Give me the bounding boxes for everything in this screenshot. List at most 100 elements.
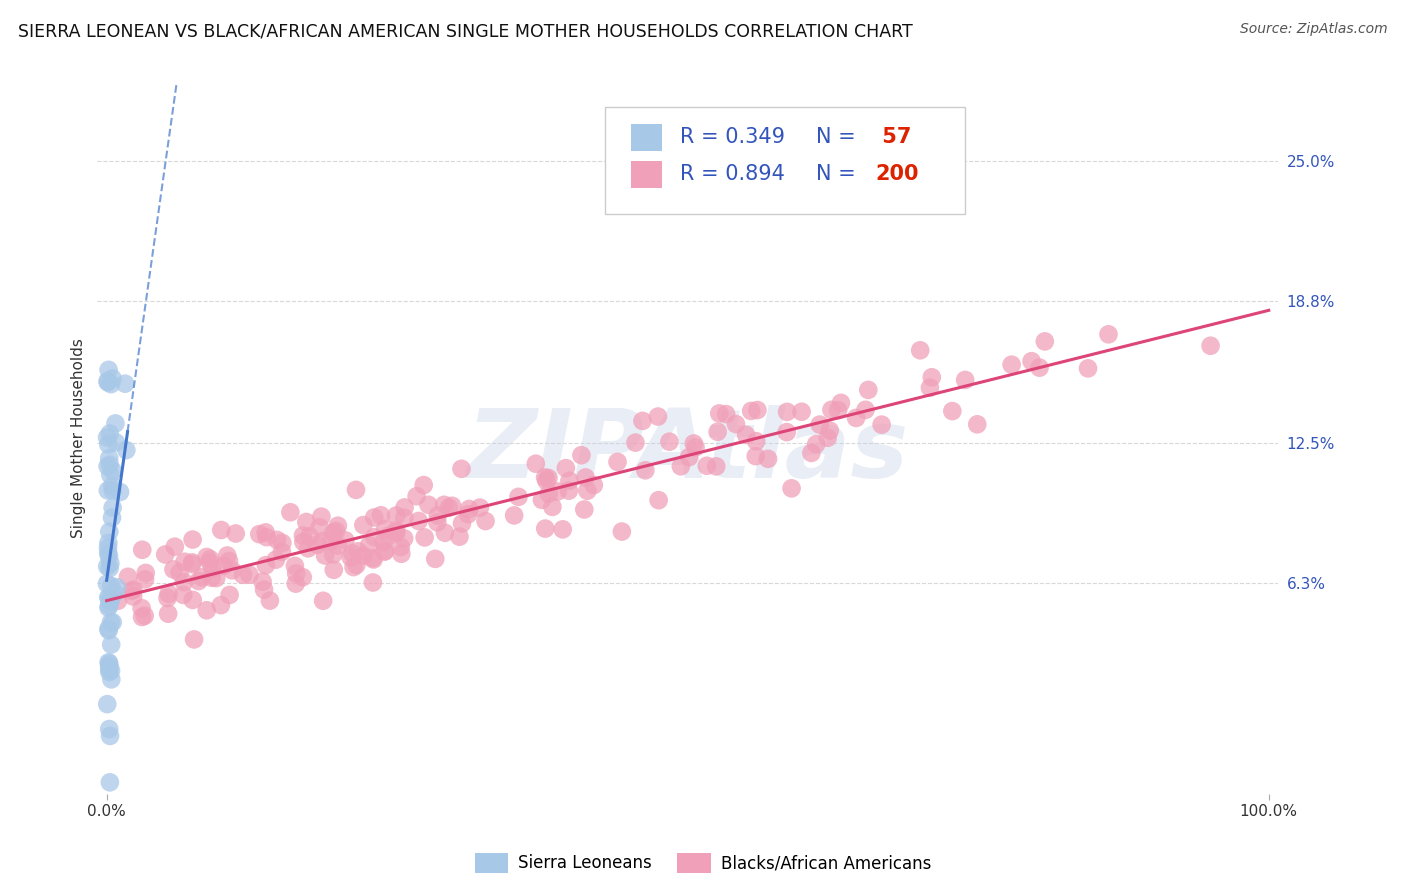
Point	[870, 417, 893, 432]
Point	[342, 560, 364, 574]
Point	[830, 396, 852, 410]
Point	[100, 579, 122, 593]
Point	[776, 405, 799, 419]
Point	[195, 603, 218, 617]
Point	[745, 434, 768, 449]
Point	[1001, 358, 1024, 372]
Point	[97, 376, 120, 390]
Point	[551, 522, 574, 536]
Point	[100, 377, 122, 392]
Point	[105, 435, 128, 450]
Point	[818, 424, 841, 438]
Point	[413, 530, 436, 544]
Point	[953, 373, 976, 387]
Point	[238, 567, 260, 582]
Point	[385, 525, 408, 540]
Point	[183, 632, 205, 647]
Point	[536, 474, 558, 488]
Point	[780, 481, 803, 495]
Point	[98, 549, 121, 564]
Point	[181, 533, 204, 547]
Point	[98, 467, 121, 482]
Point	[101, 500, 124, 515]
Point	[98, 657, 121, 671]
Point	[97, 546, 120, 560]
Point	[426, 516, 449, 530]
Point	[252, 574, 274, 589]
Point	[363, 510, 385, 524]
Point	[357, 539, 380, 553]
Point	[297, 541, 319, 556]
Point	[361, 551, 384, 566]
Point	[808, 417, 831, 432]
Point	[412, 478, 434, 492]
Point	[394, 500, 416, 515]
Point	[191, 570, 214, 584]
Point	[100, 673, 122, 687]
Point	[232, 567, 254, 582]
Point	[157, 607, 180, 621]
Point	[97, 622, 120, 636]
Point	[554, 461, 576, 475]
Point	[322, 563, 344, 577]
Point	[98, 659, 121, 673]
Point	[218, 588, 240, 602]
Point	[114, 376, 136, 391]
Point	[101, 479, 124, 493]
Point	[669, 459, 692, 474]
Point	[253, 582, 276, 597]
Point	[97, 591, 120, 605]
Point	[291, 570, 314, 584]
Point	[209, 598, 232, 612]
Point	[97, 363, 120, 377]
Point	[537, 471, 560, 485]
Point	[221, 563, 243, 577]
Point	[370, 508, 392, 523]
Point	[97, 437, 120, 451]
Point	[201, 561, 224, 575]
Point	[134, 573, 156, 587]
Point	[1028, 360, 1050, 375]
Point	[426, 508, 449, 523]
Point	[100, 556, 122, 570]
Point	[647, 493, 669, 508]
Legend: Sierra Leoneans, Blacks/African Americans: Sierra Leoneans, Blacks/African American…	[468, 847, 938, 880]
Point	[458, 502, 481, 516]
Point	[131, 610, 153, 624]
Point	[97, 541, 120, 555]
Point	[163, 540, 186, 554]
Point	[450, 462, 472, 476]
Point	[97, 600, 120, 615]
Point	[724, 417, 747, 431]
Point	[806, 437, 828, 451]
Point	[98, 426, 121, 441]
Point	[524, 457, 547, 471]
Point	[326, 518, 349, 533]
Point	[541, 500, 564, 514]
Point	[678, 450, 700, 464]
Point	[264, 552, 287, 566]
Point	[571, 448, 593, 462]
Point	[96, 576, 118, 591]
Point	[187, 574, 209, 588]
Point	[508, 490, 530, 504]
Point	[385, 524, 408, 538]
Point	[314, 549, 336, 563]
Point	[756, 451, 779, 466]
Point	[374, 522, 396, 536]
Point	[394, 511, 416, 525]
Point	[173, 555, 195, 569]
Point	[537, 486, 560, 500]
Point	[285, 566, 308, 581]
Point	[181, 593, 204, 607]
Point	[307, 538, 329, 552]
Point	[295, 515, 318, 529]
Point	[346, 558, 368, 572]
Point	[97, 624, 120, 638]
Point	[312, 534, 335, 549]
Point	[98, 729, 121, 743]
Point	[714, 407, 737, 421]
Point	[98, 524, 121, 539]
Point	[352, 549, 374, 563]
Text: N =: N =	[815, 128, 856, 147]
